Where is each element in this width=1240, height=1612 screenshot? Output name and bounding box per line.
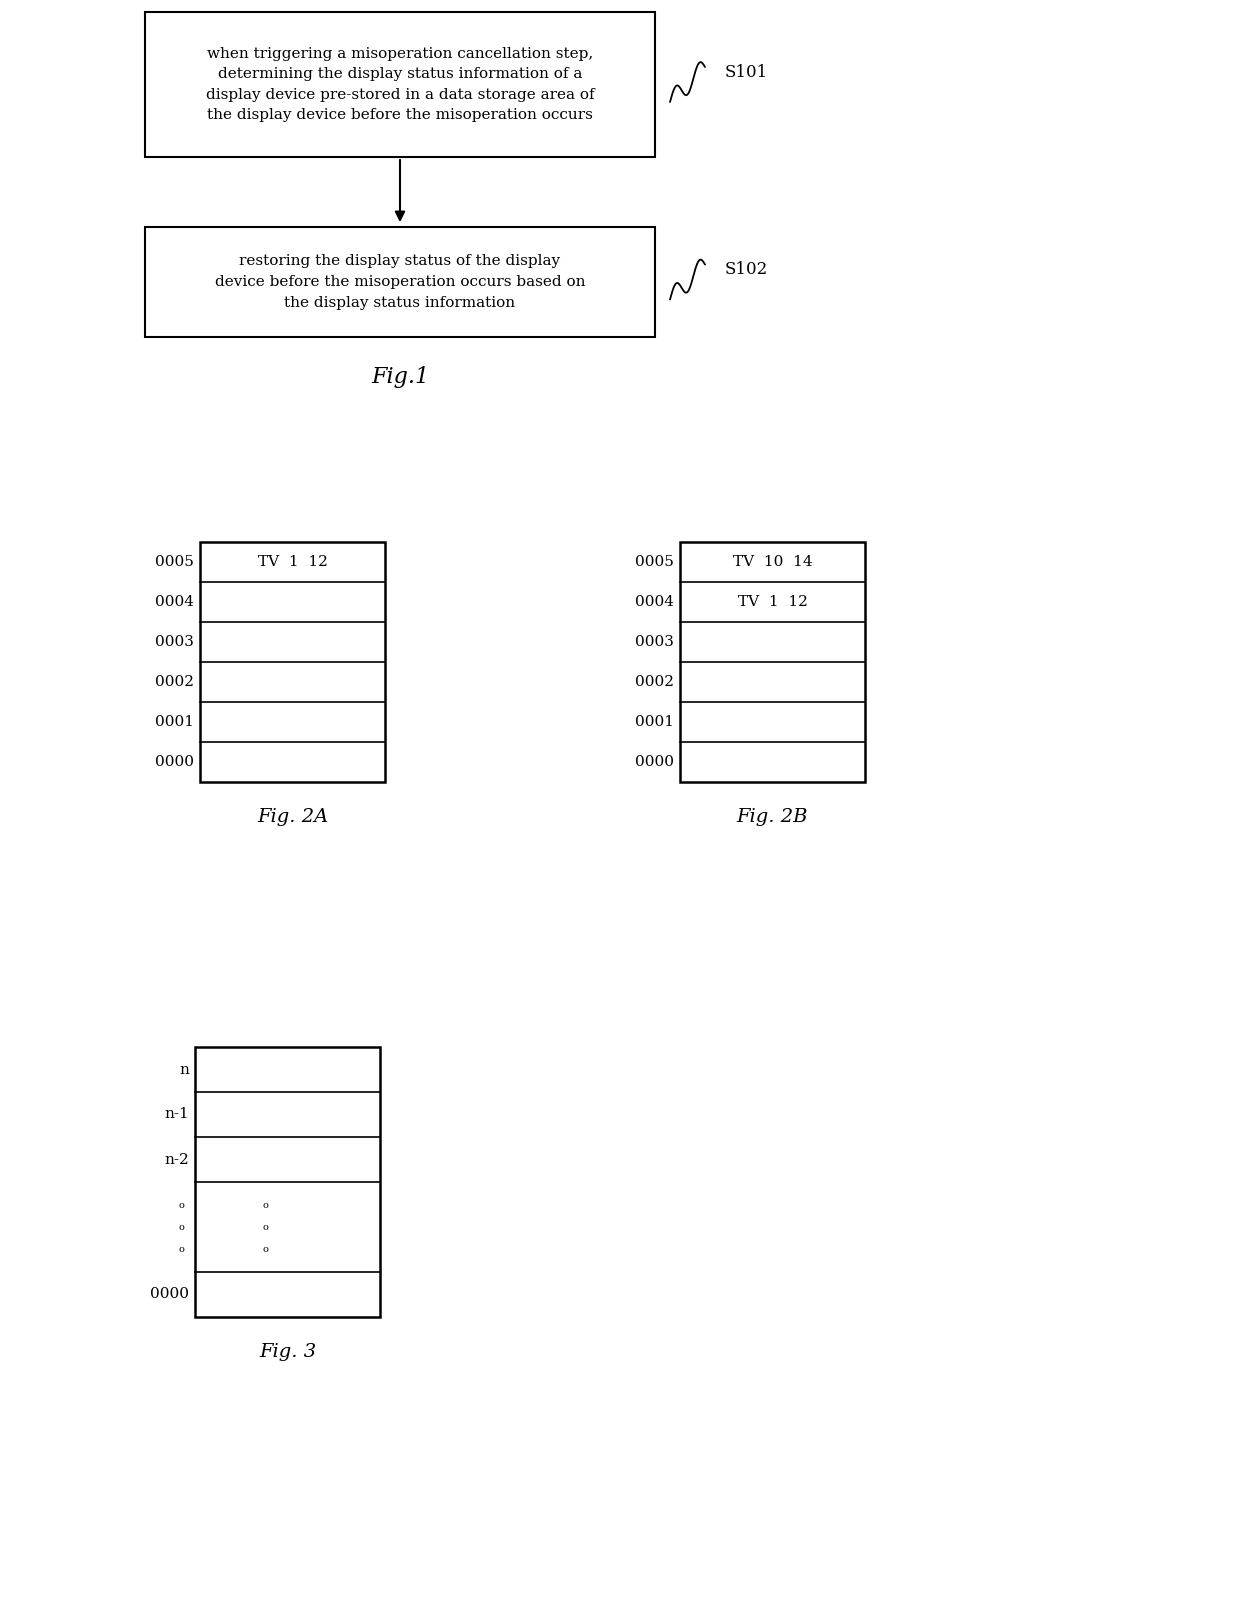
Text: S102: S102 [725,261,769,279]
Text: Fig. 3: Fig. 3 [259,1343,316,1361]
FancyBboxPatch shape [145,11,655,156]
Text: 0004: 0004 [635,595,675,609]
Text: 0003: 0003 [155,635,193,650]
Text: o: o [263,1222,268,1232]
Text: TV  1  12: TV 1 12 [738,595,807,609]
Text: TV  1  12: TV 1 12 [258,555,327,569]
Text: 0003: 0003 [635,635,675,650]
FancyBboxPatch shape [195,1048,379,1317]
Text: 0004: 0004 [155,595,193,609]
Text: o: o [263,1244,268,1254]
Text: 0005: 0005 [155,555,193,569]
Text: 0000: 0000 [155,754,193,769]
Text: Fig. 2B: Fig. 2B [737,808,808,825]
Text: o: o [179,1201,184,1209]
Text: n: n [179,1062,188,1077]
Text: o: o [179,1244,184,1254]
Text: restoring the display status of the display
device before the misoperation occur: restoring the display status of the disp… [215,255,585,310]
Text: 0002: 0002 [635,675,675,688]
Text: TV  10  14: TV 10 14 [733,555,812,569]
FancyBboxPatch shape [145,227,655,337]
Text: 0001: 0001 [635,716,675,729]
Text: when triggering a misoperation cancellation step,
determining the display status: when triggering a misoperation cancellat… [206,47,594,123]
FancyBboxPatch shape [200,542,384,782]
Text: S101: S101 [725,64,769,81]
Text: 0000: 0000 [150,1288,188,1301]
Text: Fig.1: Fig.1 [371,366,429,388]
Text: o: o [263,1201,268,1209]
Text: o: o [179,1222,184,1232]
Text: n-2: n-2 [164,1153,188,1167]
Text: 0001: 0001 [155,716,193,729]
FancyBboxPatch shape [680,542,866,782]
Text: n-1: n-1 [164,1107,188,1122]
Text: 0002: 0002 [155,675,193,688]
Text: Fig. 2A: Fig. 2A [257,808,329,825]
Text: 0000: 0000 [635,754,675,769]
Text: 0005: 0005 [635,555,675,569]
